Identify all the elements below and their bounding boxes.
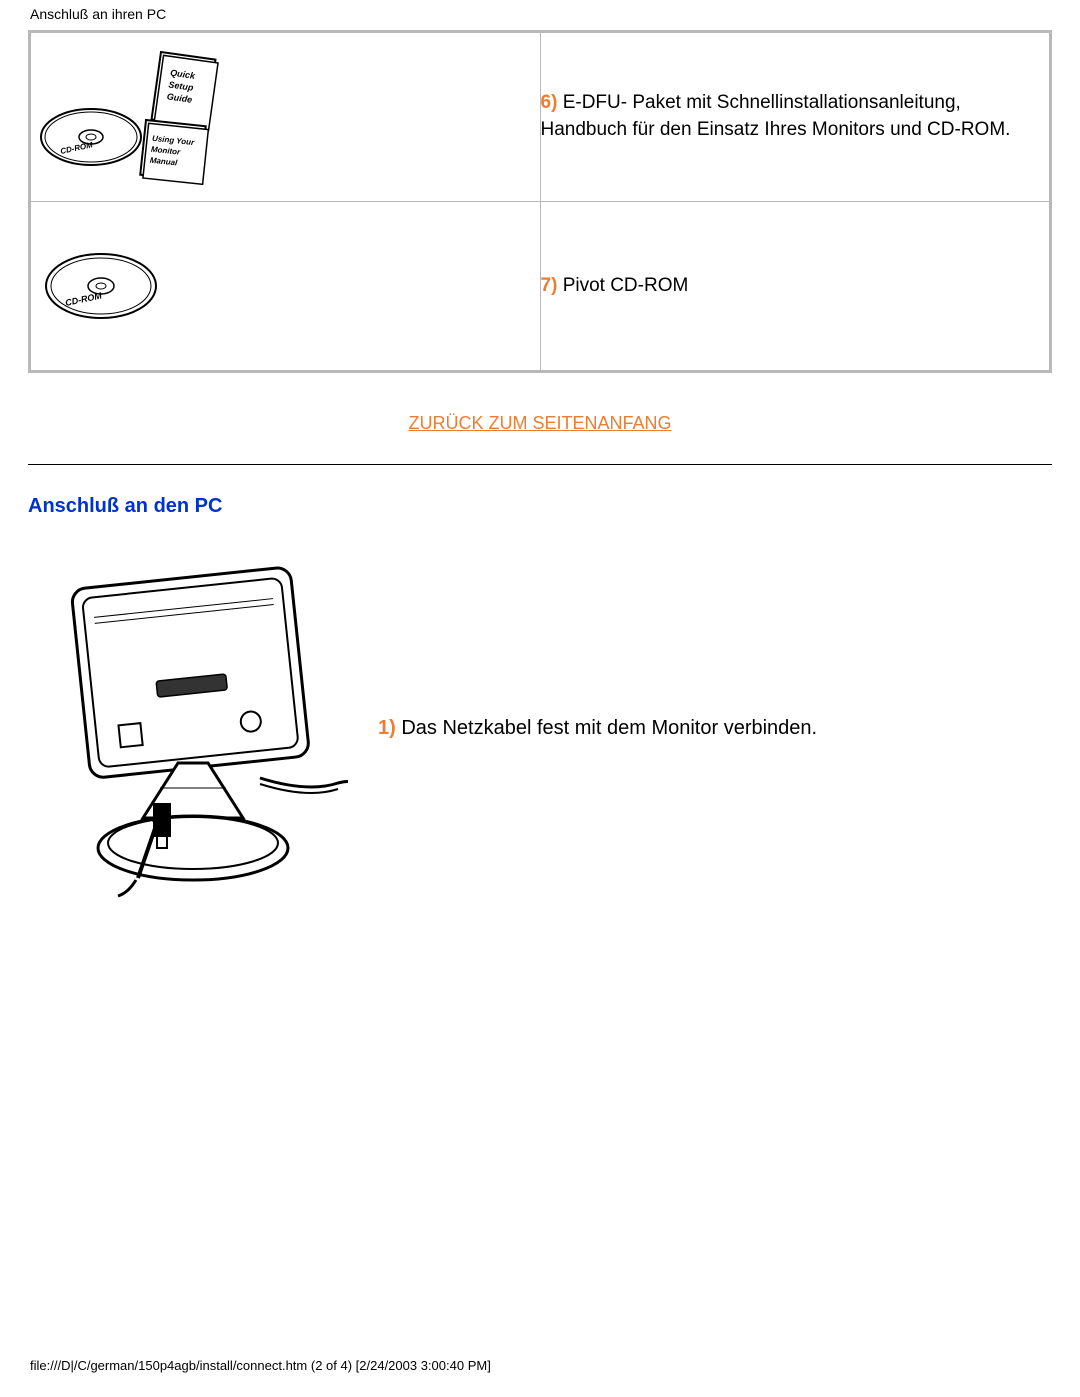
accessory-image-cell: CD-ROM (30, 202, 541, 372)
step-text-container: 1) Das Netzkabel fest mit dem Monitor ve… (378, 717, 817, 740)
cdrom-icon: CD-ROM (31, 231, 191, 341)
page-footer: file:///D|/C/german/150p4agb/install/con… (28, 1358, 1052, 1391)
step-number: 1) (378, 717, 396, 739)
back-to-top-link[interactable]: ZURÜCK ZUM SEITENANFANG (408, 413, 671, 433)
accessory-image-cell: CD-ROM Quick Setup Guide Using Your (30, 32, 541, 202)
item-text: Pivot CD-ROM (563, 275, 689, 296)
step-image (28, 558, 348, 898)
step-text: Das Netzkabel fest mit dem Monitor verbi… (401, 717, 817, 739)
edfu-package-icon: CD-ROM Quick Setup Guide Using Your (31, 42, 251, 192)
table-row: CD-ROM Quick Setup Guide Using Your (30, 32, 1051, 202)
section-divider (28, 464, 1052, 465)
page-header: Anschluß an ihren PC (28, 0, 1052, 30)
section-title: Anschluß an den PC (28, 495, 1052, 518)
item-text: E-DFU- Paket mit Schnellinstallationsanl… (541, 92, 1011, 140)
item-number: 6) (541, 92, 558, 113)
step-row: 1) Das Netzkabel fest mit dem Monitor ve… (28, 558, 1052, 898)
accessory-table: CD-ROM Quick Setup Guide Using Your (28, 30, 1052, 373)
accessory-text-cell: 7) Pivot CD-ROM (540, 202, 1051, 372)
accessory-text-cell: 6) E-DFU- Paket mit Schnellinstallations… (540, 32, 1051, 202)
item-number: 7) (541, 275, 558, 296)
table-row: CD-ROM 7) Pivot CD-ROM (30, 202, 1051, 372)
monitor-back-icon (28, 558, 348, 898)
back-to-top-container: ZURÜCK ZUM SEITENANFANG (28, 413, 1052, 434)
